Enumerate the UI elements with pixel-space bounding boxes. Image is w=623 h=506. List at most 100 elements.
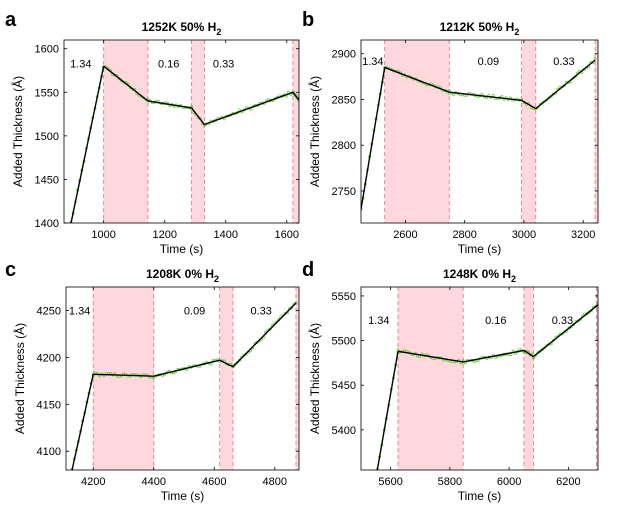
fit-line — [535, 59, 596, 110]
panel-a: 1000 1200 1400 1600 1400 1450 1500 1550 1600 1.34… — [5, 9, 300, 256]
y-tick-label: 5500 — [332, 336, 356, 348]
shaded-region — [103, 40, 148, 223]
x-tick-label: 1200 — [152, 229, 176, 241]
fit-line — [292, 91, 299, 101]
shaded-region — [596, 287, 598, 470]
axes-box — [65, 286, 300, 471]
y-tick-label: 5450 — [332, 380, 356, 392]
y-tick-label: 4250 — [37, 305, 61, 317]
chart-title-subscript: 2 — [216, 27, 221, 37]
shaded-region — [191, 40, 205, 223]
axes-box — [360, 286, 599, 471]
shaded-region — [523, 287, 534, 470]
panel-letter: c — [5, 259, 16, 281]
data-point — [361, 208, 363, 211]
x-axis-label: Time (s) — [161, 489, 205, 503]
plot-area — [69, 40, 299, 223]
data-point — [593, 57, 597, 61]
chart-title-main: 1252K 50% H — [142, 20, 217, 34]
y-tick-label: 1550 — [35, 87, 59, 99]
fit-line — [521, 99, 537, 110]
axes-box — [63, 39, 300, 224]
x-tick-label: 5800 — [438, 476, 462, 488]
chart-title-subscript: 2 — [214, 274, 219, 284]
fit-line — [204, 91, 294, 126]
y-tick-label: 2900 — [332, 49, 356, 61]
plot-area — [70, 287, 299, 470]
x-tick-label: 1600 — [275, 229, 299, 241]
region-label: 1.34 — [368, 315, 389, 327]
chart-title: 1252K 50% H2 — [142, 20, 222, 37]
data-point — [396, 348, 400, 352]
fit-line — [71, 374, 94, 470]
fit-line — [397, 350, 464, 363]
y-axis-label: Added Thickness (Å) — [307, 76, 322, 187]
fit-line — [532, 304, 598, 358]
x-tick-label: 2600 — [393, 229, 417, 241]
fit-line — [361, 67, 386, 210]
shaded-region — [398, 287, 464, 470]
region-label: 0.09 — [478, 56, 499, 68]
y-axis-label: Added Thickness (Å) — [307, 323, 322, 434]
fit-line — [463, 349, 525, 363]
x-tick-label: 3000 — [512, 229, 536, 241]
region-label: 1.34 — [69, 305, 90, 317]
y-tick-label: 2850 — [332, 94, 356, 106]
region-label: 0.33 — [250, 305, 271, 317]
y-tick-label: 4150 — [37, 399, 61, 411]
fit-line — [523, 349, 534, 358]
data-point — [255, 341, 259, 345]
fit-line — [93, 373, 154, 377]
y-axis-label: Added Thickness (Å) — [12, 323, 27, 434]
fit-line — [191, 107, 205, 125]
y-tick-label: 4200 — [37, 352, 61, 364]
axes-box — [360, 39, 599, 224]
region-label: 0.33 — [213, 59, 234, 71]
y-axis-label: Added Thickness (Å) — [10, 76, 25, 187]
panel-b: 2600 2800 3000 3200 2750 2800 2850 2900 1.34 0.09… — [302, 9, 599, 256]
y-tick-label: 2750 — [332, 186, 356, 198]
shaded-region — [295, 287, 299, 470]
data-point — [491, 94, 495, 98]
fit-line — [232, 302, 297, 368]
y-tick-label: 5550 — [332, 291, 356, 303]
fit-line — [147, 100, 192, 109]
chart-title-main: 1208K 0% H — [146, 267, 214, 281]
x-tick-label: 6000 — [497, 476, 521, 488]
region-label: 0.09 — [184, 305, 205, 317]
panel-letter: b — [302, 9, 314, 31]
data-point — [452, 92, 456, 96]
y-tick-label: 1600 — [35, 44, 59, 56]
chart-title-main: 1212K 50% H — [440, 20, 515, 34]
chart-title-subscript: 2 — [514, 27, 519, 37]
x-tick-label: 4600 — [202, 476, 226, 488]
y-tick-label: 5400 — [332, 425, 356, 437]
x-tick-label: 4200 — [81, 476, 105, 488]
data-point — [596, 302, 598, 305]
data-point — [294, 301, 298, 305]
panel-letter: d — [302, 259, 314, 281]
y-tick-label: 1400 — [35, 218, 59, 230]
shaded-region — [521, 40, 536, 223]
fit-line — [384, 66, 450, 93]
x-axis-label: Time (s) — [458, 242, 502, 256]
chart-title-main: 1248K 0% H — [443, 267, 511, 281]
x-tick-label: 3200 — [571, 229, 595, 241]
chart-title: 1212K 50% H2 — [440, 20, 520, 37]
shaded-region — [93, 287, 154, 470]
fit-line — [70, 66, 105, 223]
x-tick-label: 6200 — [556, 476, 580, 488]
plot-area — [361, 40, 598, 223]
fit-line — [103, 65, 149, 102]
fit-line — [376, 351, 399, 470]
x-tick-label: 4800 — [263, 476, 287, 488]
data-point — [235, 360, 239, 364]
chart-title: 1208K 0% H2 — [146, 267, 219, 284]
shaded-region — [384, 40, 450, 223]
x-tick-label: 2800 — [452, 229, 476, 241]
region-label: 0.33 — [552, 315, 573, 327]
y-tick-label: 1450 — [35, 174, 59, 186]
chart-title-subscript: 2 — [511, 274, 516, 284]
chart-title: 1248K 0% H2 — [443, 267, 516, 284]
